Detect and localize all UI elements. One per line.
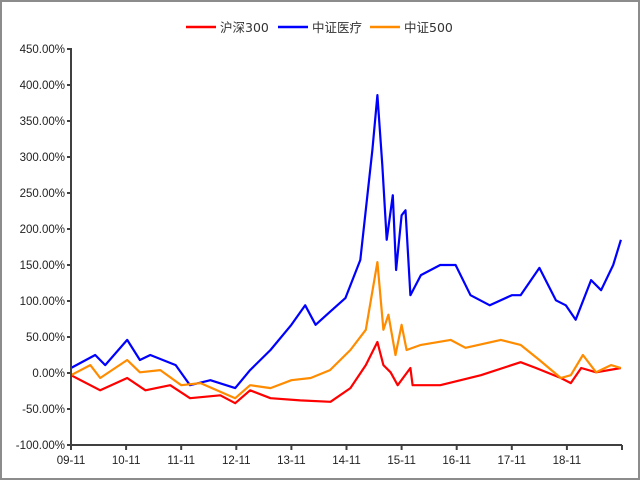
series-lines: [70, 93, 622, 405]
y-tick-label: 200.00%: [20, 224, 65, 236]
x-tick-label: 10-11: [112, 455, 141, 467]
x-tick-label: 15-11: [387, 455, 416, 467]
y-tick-label: 400.00%: [20, 80, 65, 92]
x-tick-label: 16-11: [442, 455, 471, 467]
y-tick-label: 0.00%: [32, 368, 65, 380]
x-tick-label: 17-11: [498, 455, 527, 467]
x-tick-label: 11-11: [167, 455, 195, 467]
x-tick-label: 14-11: [332, 455, 361, 467]
y-tick-label: 50.00%: [26, 332, 65, 344]
y-tick-label: -50.00%: [22, 404, 65, 416]
x-tick-label: 09-11: [57, 455, 86, 467]
y-tick-label: 350.00%: [20, 116, 65, 128]
y-tick-label: 250.00%: [20, 188, 65, 200]
y-tick-label: 100.00%: [20, 296, 65, 308]
series-line-2: [70, 261, 622, 400]
legend: 沪深300 中证医疗 中证500: [186, 20, 453, 35]
y-tick-label: 450.00%: [20, 44, 65, 56]
legend-label-2: 中证500: [404, 20, 453, 35]
x-tick-label: 13-11: [277, 455, 306, 467]
x-tick-label: 18-11: [553, 455, 582, 467]
y-tick-label: -100.00%: [16, 440, 65, 452]
series-line-1: [70, 93, 622, 390]
legend-label-0: 沪深300: [220, 20, 269, 35]
axes: -100.00% -50.00% 0.00% 50.00% 100.00% 150.00%…: [16, 44, 623, 467]
legend-label-1: 中证医疗: [312, 20, 362, 35]
x-tick-label: 12-11: [222, 455, 251, 467]
y-tick-label: 150.00%: [20, 260, 65, 272]
y-tick-label: 300.00%: [20, 152, 65, 164]
series-line-0: [70, 340, 622, 405]
